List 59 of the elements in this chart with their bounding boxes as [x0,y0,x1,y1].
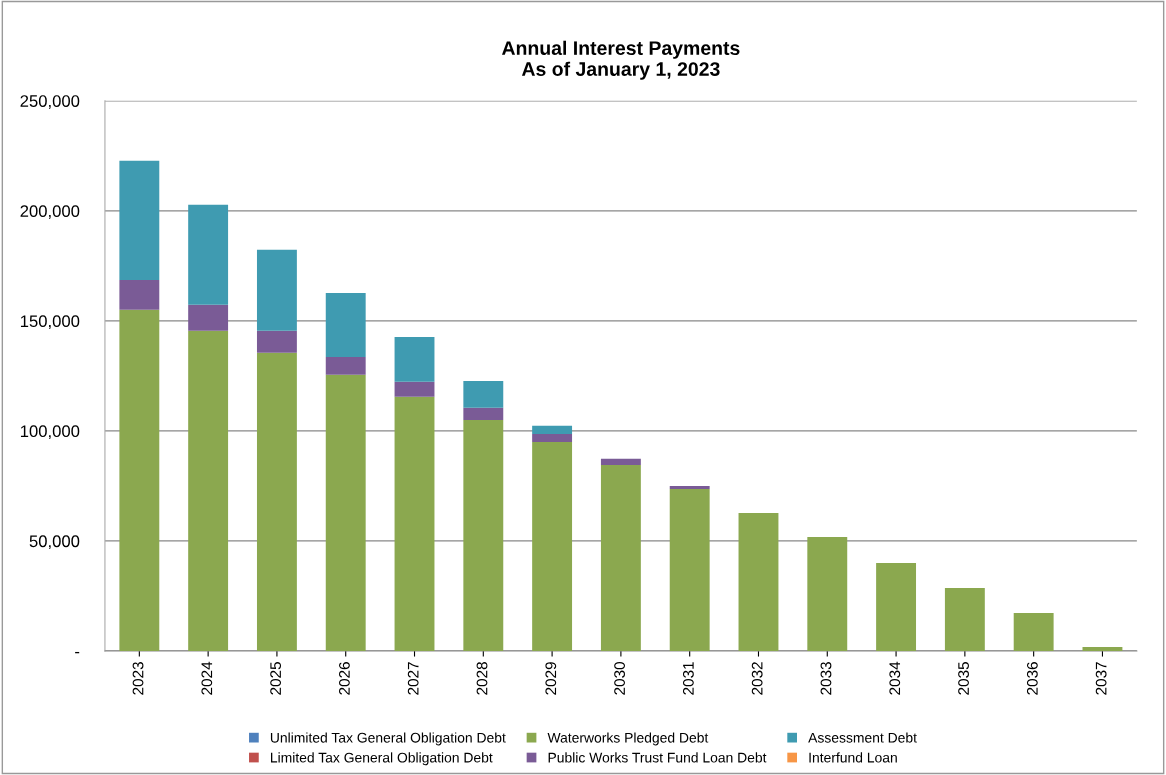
bar [669,489,710,651]
bar [463,407,504,420]
bar [669,485,710,490]
chart-title: Annual Interest Payments As of January 1, 2023 [501,40,740,80]
bar [600,458,641,466]
y-tick-label: 100,000 [20,425,80,440]
x-tick-label: 2027 [407,662,419,695]
legend-label: Unlimited Tax General Obligation Debt [270,732,506,746]
bar [463,380,504,408]
bar [325,292,366,357]
x-tick-label: 2034 [889,661,901,695]
x-tick-label: 2028 [476,662,488,695]
bar [256,352,297,651]
bar [188,204,229,305]
bar [1013,612,1054,651]
bar [119,279,160,310]
legend-label: Assessment Debt [808,732,917,743]
x-tick-label: 2033 [820,662,832,695]
legend-label: Limited Tax General Obligation Debt [271,752,493,766]
bar [119,309,160,651]
bar [256,330,297,353]
x-tick-label: 2032 [751,662,763,695]
bar [807,536,848,651]
bar [876,562,917,651]
bar [325,374,366,651]
x-tick-label: 2026 [339,662,350,695]
bar [532,441,573,651]
legend-label: Public Works Trust Fund Loan Debt [548,752,767,763]
bar [394,381,435,397]
x-tick-label: 2023 [132,662,144,695]
legend-label: Waterworks Pledged Debt [547,732,709,746]
x-tick-label: 2035 [958,662,969,695]
y-tick-label: - [75,651,80,654]
x-tick-label: 2024 [201,661,213,695]
x-tick-label: 2036 [1026,662,1038,695]
bar [119,160,160,280]
x-tick-label: 2031 [682,662,694,695]
bar [463,419,504,651]
bar [394,336,435,382]
y-tick-label: 150,000 [20,315,80,330]
bar [944,588,985,651]
y-tick-label: 250,000 [20,95,80,109]
x-tick-label: 2029 [545,662,557,695]
bar [532,433,573,442]
bar [600,465,641,651]
bar [1082,647,1123,651]
bar [256,249,297,331]
bar [532,425,573,434]
bar [188,330,229,651]
x-tick-label: 2037 [1095,662,1107,695]
bar [394,396,435,651]
x-tick-label: 2025 [270,662,282,695]
y-tick-label: 50,000 [29,535,80,550]
legend-label: Interfund Loan [809,752,897,763]
bar [188,304,229,331]
x-tick-label: 2030 [614,662,625,695]
y-tick-label: 200,000 [20,205,80,219]
bar [738,513,779,651]
bar [325,356,366,375]
